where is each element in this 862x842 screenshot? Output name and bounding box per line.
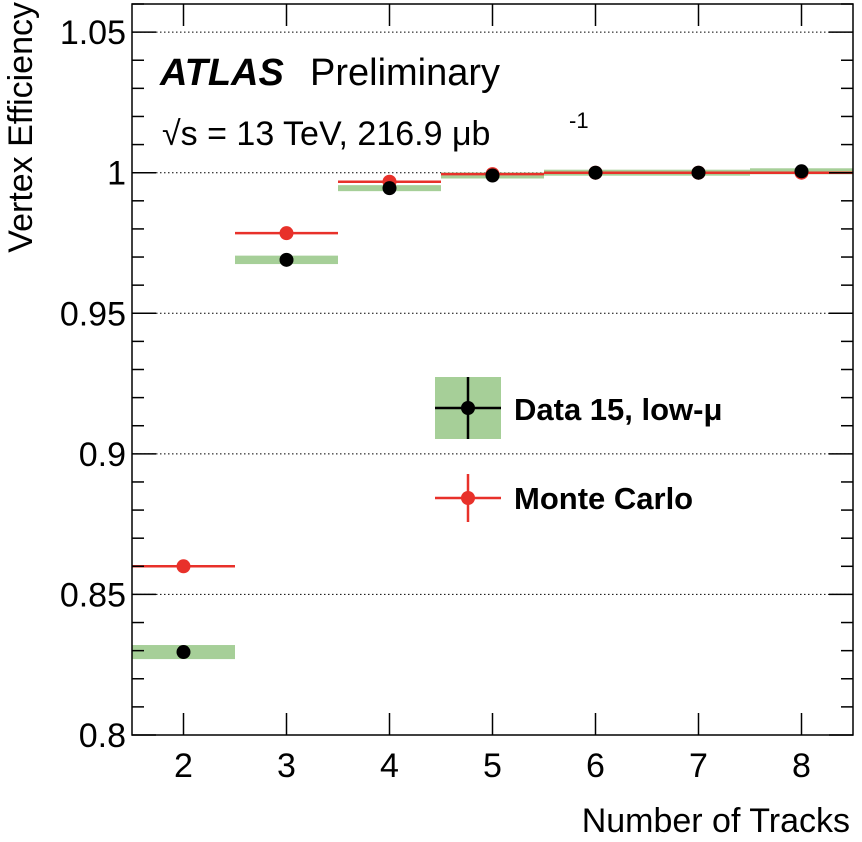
legend-data-label: Data 15, low-μ: [514, 392, 722, 427]
data-point: [691, 165, 706, 180]
data-point: [176, 645, 191, 660]
y-tick-label: 1: [107, 155, 126, 193]
plot-frame: [131, 3, 854, 736]
y-tick-label: 0.85: [60, 576, 126, 614]
data-point: [794, 164, 809, 179]
y-tick-label: 0.9: [79, 436, 126, 474]
y-tick-label: 1.05: [60, 14, 126, 52]
legend-mc-label: Monte Carlo: [514, 481, 693, 516]
energy-lumi-text: √s = 13 TeV, 216.9 μb: [162, 115, 490, 153]
mc-point: [176, 559, 191, 574]
x-tick-label: 4: [380, 747, 399, 785]
y-tick-label: 0.8: [79, 717, 126, 755]
data-point: [485, 168, 500, 183]
x-axis-ticks: 2 3 4 5 6 7 8: [174, 4, 811, 785]
mc-point: [279, 226, 294, 241]
data-point: [279, 252, 294, 267]
x-tick-label: 5: [483, 747, 502, 785]
y-tick-label: 0.95: [60, 295, 126, 333]
x-tick-label: 7: [689, 747, 708, 785]
atlas-experiment-label: ATLAS: [159, 52, 284, 94]
legend-data-marker: [461, 401, 475, 415]
energy-lumi-exponent: -1: [569, 108, 589, 133]
x-tick-label: 6: [586, 747, 605, 785]
legend: Data 15, low-μ Monte Carlo: [435, 377, 722, 522]
x-axis-title: Number of Tracks: [582, 802, 850, 840]
y-axis-title: Vertex Efficiency: [2, 2, 40, 253]
x-tick-label: 8: [792, 747, 811, 785]
monte-carlo-series: [132, 165, 853, 574]
x-tick-label: 2: [174, 747, 193, 785]
atlas-label: ATLAS Preliminary: [159, 52, 500, 94]
atlas-status-label: Preliminary: [310, 52, 500, 94]
y-axis-ticks: 0.8 0.85 0.9 0.95 1 1.05: [60, 3, 853, 755]
data-point: [588, 165, 603, 180]
x-tick-label: 3: [277, 747, 296, 785]
legend-mc-marker: [461, 491, 475, 505]
plot-border: [131, 3, 854, 736]
data-series: [176, 164, 809, 660]
data-point: [382, 181, 397, 196]
energy-lumi-label: √s = 13 TeV, 216.9 μb -1: [162, 108, 589, 153]
